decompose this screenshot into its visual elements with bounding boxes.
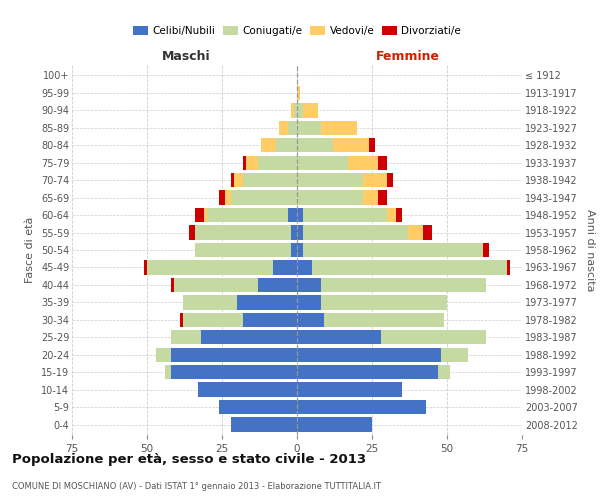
Bar: [297, 330, 381, 344]
Text: Maschi: Maschi: [161, 50, 211, 64]
Bar: [171, 330, 201, 344]
Bar: [291, 226, 297, 239]
Bar: [231, 190, 297, 205]
Bar: [171, 365, 297, 380]
Bar: [312, 260, 507, 274]
Bar: [387, 173, 393, 188]
Bar: [246, 156, 258, 170]
Bar: [219, 190, 225, 205]
Bar: [297, 260, 312, 274]
Bar: [297, 226, 303, 239]
Y-axis label: Anni di nascita: Anni di nascita: [584, 209, 595, 291]
Bar: [144, 260, 147, 274]
Bar: [324, 312, 444, 327]
Bar: [297, 243, 303, 257]
Bar: [243, 312, 297, 327]
Bar: [288, 120, 297, 135]
Bar: [165, 365, 171, 380]
Bar: [303, 208, 387, 222]
Bar: [291, 103, 294, 118]
Bar: [297, 156, 348, 170]
Bar: [288, 208, 297, 222]
Bar: [183, 312, 243, 327]
Text: Popolazione per età, sesso e stato civile - 2013: Popolazione per età, sesso e stato civil…: [12, 452, 366, 466]
Bar: [195, 243, 291, 257]
Bar: [297, 312, 324, 327]
Bar: [183, 295, 237, 310]
Bar: [201, 330, 297, 344]
Bar: [195, 226, 291, 239]
Bar: [408, 226, 423, 239]
Bar: [297, 400, 426, 414]
Bar: [204, 208, 207, 222]
Bar: [297, 418, 372, 432]
Bar: [387, 208, 396, 222]
Bar: [243, 156, 246, 170]
Bar: [207, 208, 288, 222]
Bar: [333, 138, 369, 152]
Bar: [198, 382, 297, 397]
Bar: [171, 348, 297, 362]
Bar: [321, 295, 447, 310]
Bar: [507, 260, 510, 274]
Bar: [297, 295, 321, 310]
Bar: [291, 243, 297, 257]
Bar: [297, 348, 441, 362]
Bar: [378, 156, 387, 170]
Bar: [297, 278, 321, 292]
Bar: [321, 278, 486, 292]
Bar: [483, 243, 489, 257]
Bar: [234, 173, 243, 188]
Bar: [225, 190, 231, 205]
Bar: [231, 173, 234, 188]
Bar: [297, 365, 438, 380]
Bar: [297, 86, 300, 100]
Bar: [321, 120, 357, 135]
Text: COMUNE DI MOSCHIANO (AV) - Dati ISTAT 1° gennaio 2013 - Elaborazione TUTTITALIA.: COMUNE DI MOSCHIANO (AV) - Dati ISTAT 1°…: [12, 482, 381, 491]
Bar: [378, 190, 387, 205]
Bar: [174, 278, 258, 292]
Bar: [441, 348, 468, 362]
Bar: [171, 278, 174, 292]
Bar: [258, 156, 297, 170]
Bar: [363, 173, 387, 188]
Legend: Celibi/Nubili, Coniugati/e, Vedovi/e, Divorziati/e: Celibi/Nubili, Coniugati/e, Vedovi/e, Di…: [128, 22, 466, 40]
Bar: [294, 103, 297, 118]
Bar: [297, 382, 402, 397]
Bar: [147, 260, 273, 274]
Bar: [297, 120, 321, 135]
Bar: [276, 138, 297, 152]
Bar: [297, 138, 333, 152]
Bar: [219, 400, 297, 414]
Y-axis label: Fasce di età: Fasce di età: [25, 217, 35, 283]
Bar: [180, 312, 183, 327]
Bar: [273, 260, 297, 274]
Bar: [231, 418, 297, 432]
Bar: [297, 173, 363, 188]
Bar: [297, 208, 303, 222]
Bar: [297, 190, 363, 205]
Bar: [243, 173, 297, 188]
Bar: [189, 226, 195, 239]
Bar: [438, 365, 450, 380]
Bar: [303, 226, 408, 239]
Bar: [423, 226, 432, 239]
Bar: [381, 330, 486, 344]
Bar: [195, 208, 204, 222]
Bar: [396, 208, 402, 222]
Bar: [363, 190, 378, 205]
Bar: [237, 295, 297, 310]
Bar: [348, 156, 378, 170]
Bar: [156, 348, 171, 362]
Bar: [369, 138, 375, 152]
Bar: [279, 120, 288, 135]
Text: Femmine: Femmine: [376, 50, 440, 64]
Bar: [261, 138, 276, 152]
Bar: [303, 243, 483, 257]
Bar: [303, 103, 318, 118]
Bar: [258, 278, 297, 292]
Bar: [297, 103, 303, 118]
